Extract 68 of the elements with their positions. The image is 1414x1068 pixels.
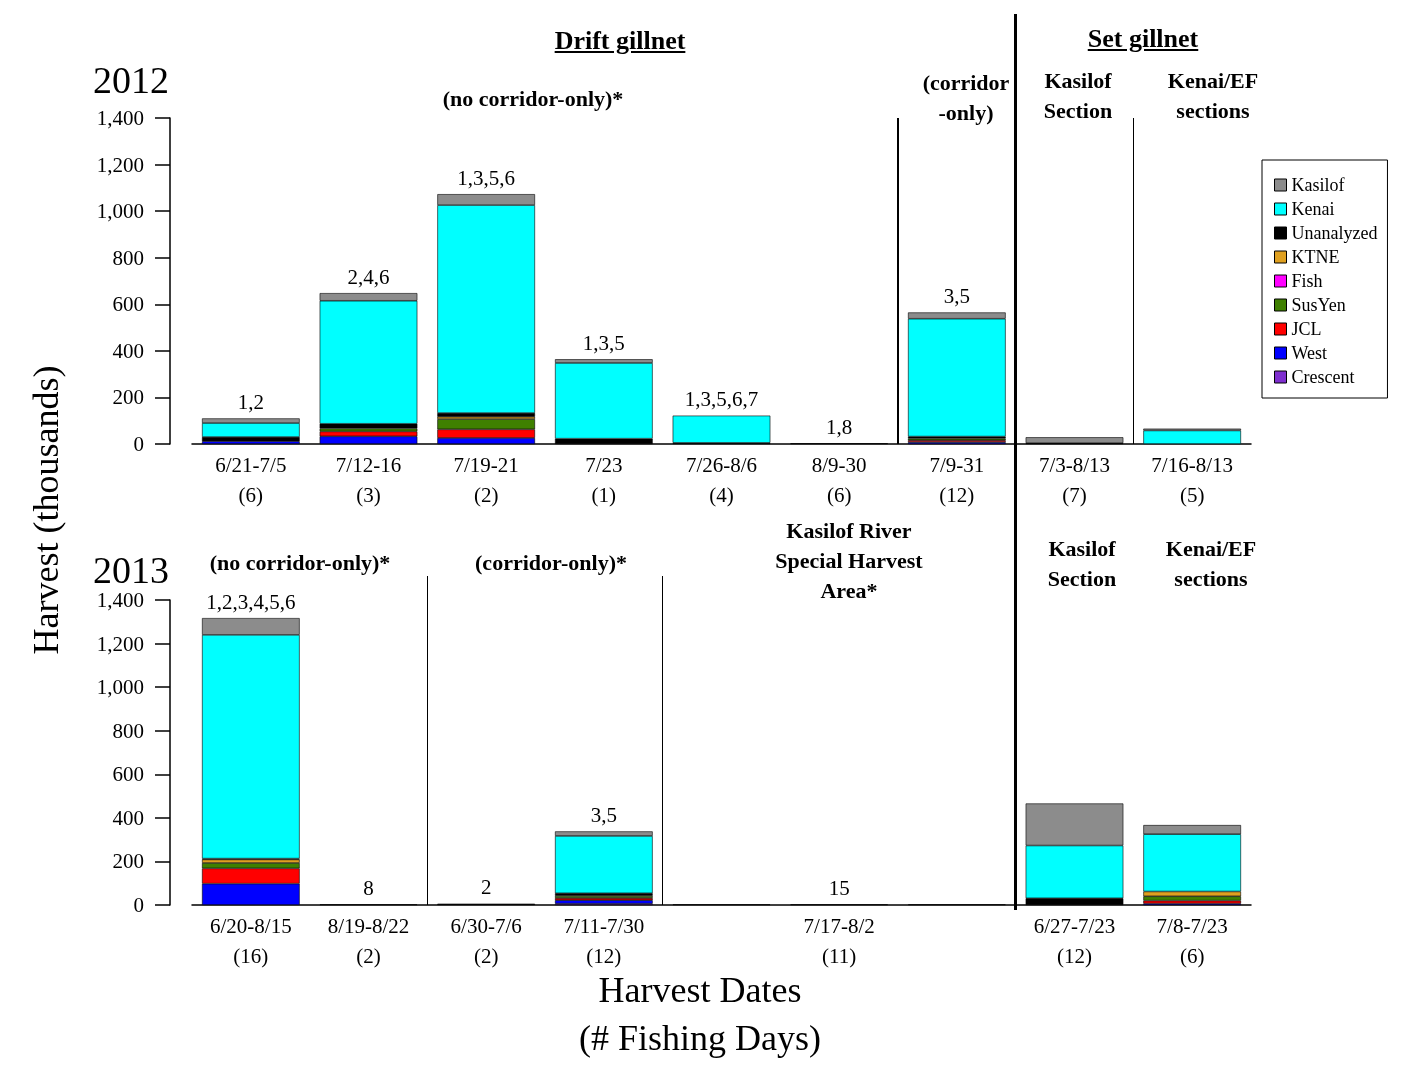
chart-title: 2012: [93, 59, 169, 101]
x-tick-label: 7/9-31 (12): [929, 453, 985, 507]
x-tick-label: 6/20-8/15 (16): [210, 914, 292, 968]
y-tick-label: 400: [112, 805, 144, 830]
y-tick-label: 200: [112, 385, 144, 410]
annotation: 15: [828, 875, 850, 900]
annotation: 1,8: [826, 414, 853, 439]
y-tick-label: 0: [133, 893, 144, 917]
annotation: 1,3,5,6,7: [684, 387, 759, 412]
x-tick-label: 7/8-7/23 (6): [1156, 914, 1228, 968]
y-tick-label: 0: [133, 432, 144, 456]
annotation: 3,5: [943, 283, 970, 308]
text: (corridor-only)*: [475, 549, 627, 577]
legend-label: Kasilof: [1291, 175, 1345, 195]
x-tick-label: 7/11-7/30 (12): [563, 914, 645, 968]
x-tick-label: 8/9-30 (6): [811, 453, 867, 507]
legend-label: Crescent: [1291, 367, 1355, 387]
annotation: 2: [480, 875, 492, 900]
annotation: 1,3,5: [582, 330, 625, 355]
annotation: 8: [363, 875, 374, 900]
annotation: Kasilof Section: [1043, 67, 1113, 125]
y-tick-label: 1,400: [96, 588, 144, 612]
x-tick-label: 7/19-21 (2): [453, 453, 519, 507]
y-tick-label: 1,000: [96, 675, 144, 700]
legend-label: Kenai: [1291, 199, 1335, 219]
x-tick-label: 6/27-7/23 (12): [1033, 914, 1116, 968]
legend-label: Unanalyzed: [1291, 223, 1378, 243]
text: Set gillnet: [1087, 24, 1199, 54]
chart-title: 2013: [93, 549, 169, 591]
y-tick-label: 800: [112, 245, 144, 270]
text: (no corridor-only)*: [442, 85, 624, 113]
annotation: 1,2: [237, 389, 264, 414]
x-tick-label: 7/17-8/2 (11): [803, 914, 875, 968]
y-axis-title: Harvest (thousands): [25, 365, 67, 655]
y-tick-label: 200: [112, 849, 144, 874]
x-tick-label: 8/19-8/22 (2): [327, 914, 410, 968]
x-axis-title: Harvest Dates (# Fishing Days): [579, 970, 821, 1058]
legend-label: West: [1291, 343, 1328, 363]
annotation: 1,3,5,6: [457, 165, 516, 190]
legend-label: Fish: [1291, 271, 1323, 291]
annotation: Kenai/EF sections: [1167, 67, 1259, 125]
y-tick-label: 400: [112, 338, 144, 363]
x-tick-label: 7/3-8/13 (7): [1038, 453, 1111, 507]
x-tick-label: 6/30-7/6 (2): [450, 914, 522, 968]
legend-label: JCL: [1291, 319, 1322, 339]
y-tick-label: 1,400: [96, 106, 144, 130]
y-tick-label: 1,200: [96, 152, 144, 177]
annotation: 3,5: [590, 802, 617, 827]
annotation: Kasilof River Special Harvest Area*: [775, 517, 923, 605]
text: Kenai/EF sections: [1165, 535, 1257, 593]
x-tick-label: 7/12-16 (3): [335, 453, 402, 507]
legend-label: KTNE: [1291, 247, 1340, 267]
text: Kasilof Section: [1047, 535, 1117, 593]
y-tick-label: 600: [112, 292, 144, 317]
x-tick-label: 6/21-7/5 (6): [215, 453, 287, 507]
x-tick-label: 7/26-8/6 (4): [685, 453, 758, 507]
y-tick-label: 600: [112, 762, 144, 787]
text: (no corridor-only)*: [209, 549, 391, 577]
text: Drift gillnet: [554, 26, 686, 56]
annotation: (corridor -only): [922, 69, 1010, 127]
y-tick-label: 1,200: [96, 631, 144, 656]
y-tick-label: 1,000: [96, 199, 144, 224]
annotation: 2,4,6: [347, 264, 390, 289]
x-tick-label: 7/23 (1): [585, 453, 623, 507]
legend-label: SusYen: [1291, 295, 1346, 315]
y-tick-label: 800: [112, 718, 144, 743]
annotation: 1,2,3,4,5,6: [206, 589, 296, 614]
x-tick-label: 7/16-8/13 (5): [1151, 453, 1233, 507]
